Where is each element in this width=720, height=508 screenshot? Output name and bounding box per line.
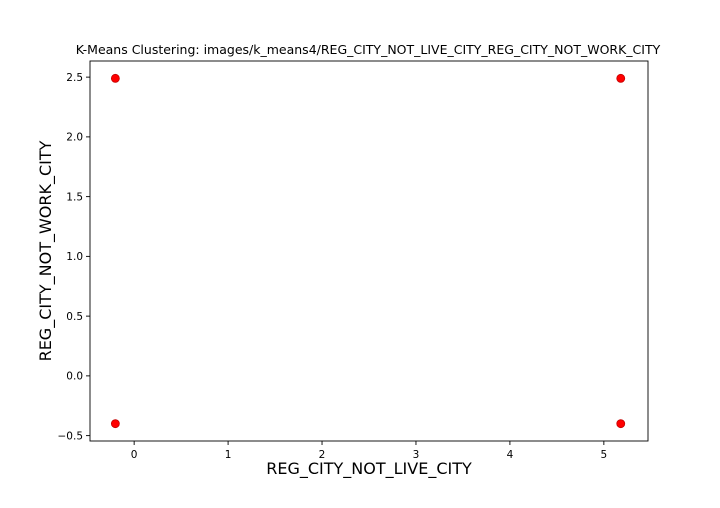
x-tick-label: 2 — [319, 449, 326, 461]
x-axis-ticks: 0 1 2 3 4 5 — [131, 441, 607, 461]
data-point-1 — [110, 73, 120, 83]
y-tick-label: 2.0 — [66, 132, 83, 144]
x-tick-label: 0 — [131, 449, 138, 461]
y-tick-label: 0.5 — [66, 311, 83, 323]
x-tick-label: 3 — [413, 449, 420, 461]
y-axis-label: REG_CITY_NOT_WORK_CITY — [36, 140, 56, 361]
y-axis-ticks: −0.5 0.0 0.5 1.0 1.5 2.0 2.5 — [58, 72, 90, 442]
x-axis-label: REG_CITY_NOT_LIVE_CITY — [266, 459, 472, 479]
data-point-4 — [616, 419, 626, 429]
y-tick-label: 1.5 — [66, 191, 83, 203]
y-tick-label: 0.0 — [66, 371, 83, 383]
y-tick-label: 1.0 — [66, 251, 83, 263]
y-tick-label: 2.5 — [66, 72, 83, 84]
data-point-3 — [110, 419, 120, 429]
chart-title: K-Means Clustering: images/k_means4/REG_… — [76, 42, 661, 57]
y-tick-label: −0.5 — [58, 430, 84, 442]
data-points — [110, 73, 626, 429]
x-tick-label: 4 — [507, 449, 514, 461]
data-point-2 — [616, 73, 626, 83]
x-tick-label: 1 — [225, 449, 232, 461]
plot-frame — [89, 60, 649, 442]
x-tick-label: 5 — [601, 449, 608, 461]
